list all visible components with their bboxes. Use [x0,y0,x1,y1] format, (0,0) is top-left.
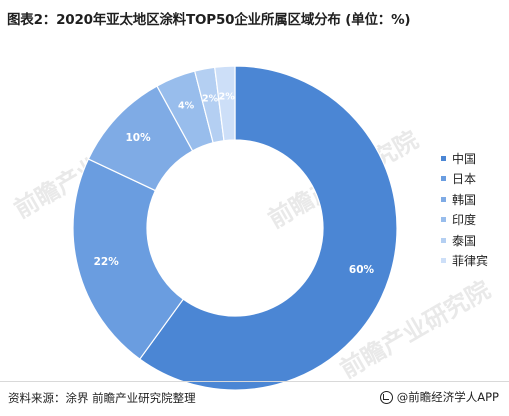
legend-item-1: 中国 [441,148,488,169]
slice-label-4: 4% [178,100,195,111]
legend-label: 印度 [452,213,477,228]
slice-label-5: 2% [202,93,219,104]
qianzhan-logo-icon [379,390,393,404]
slice-label-6: 2% [219,91,236,102]
brand-credit: @前瞻经济学人APP [379,389,499,405]
legend-swatch [441,155,446,161]
legend-item-4: 印度 [441,210,488,231]
chart-title: 图表2：2020年亚太地区涂料TOP50企业所属区域分布 (单位：%) [7,12,411,28]
legend-label: 菲律宾 [452,254,489,269]
donut-slice-6 [214,65,236,142]
legend-swatch [441,237,446,243]
slice-label-1: 60% [349,264,375,276]
legend-item-3: 韩国 [441,189,488,210]
brand-label: @前瞻经济学人APP [396,390,499,404]
legend-label: 日本 [452,172,477,187]
legend-item-2: 日本 [441,169,488,190]
slice-label-2: 22% [94,256,120,268]
legend-swatch [441,258,446,264]
legend-item-6: 菲律宾 [441,251,488,272]
slice-label-3: 10% [125,132,151,144]
legend-swatch [441,176,446,182]
chart-legend: 中国日本韩国印度泰国菲律宾 [441,148,488,271]
legend-label: 中国 [452,151,477,166]
donut-slice-2 [72,158,185,360]
legend-label: 泰国 [452,233,477,248]
footer-divider [0,381,509,382]
legend-swatch [441,217,446,223]
donut-slice-1 [138,65,398,391]
legend-label: 韩国 [452,192,477,207]
source-note: 资料来源：涂界 前瞻产业研究院整理 [8,391,196,405]
legend-item-5: 泰国 [441,230,488,251]
legend-swatch [441,196,446,202]
